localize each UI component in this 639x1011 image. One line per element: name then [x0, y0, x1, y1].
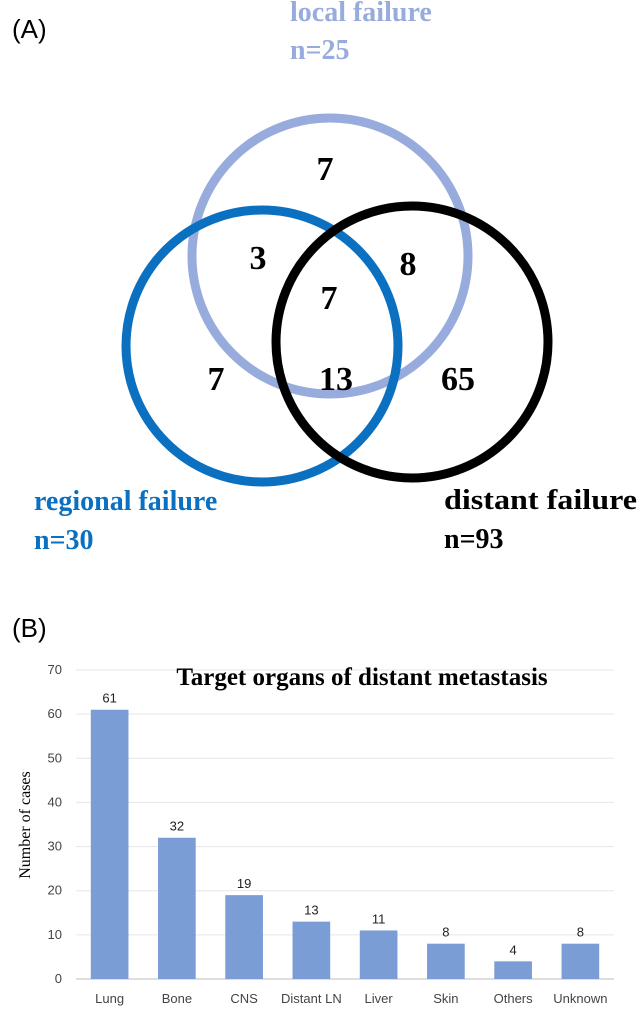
category-label: Distant LN [281, 991, 342, 1006]
local-failure-n: n=25 [290, 35, 350, 66]
bar [90, 709, 129, 979]
bar [158, 837, 196, 979]
chart-title: Target organs of distant metastasis [176, 664, 548, 691]
data-label: 13 [304, 903, 318, 918]
y-tick-label: 70 [48, 662, 62, 677]
y-tick-labels: 0 10 20 30 40 50 60 70 [48, 662, 62, 986]
category-label: Others [494, 991, 534, 1006]
data-label: 11 [372, 911, 386, 926]
bar [427, 943, 465, 979]
panel-a-letter: (A) [12, 14, 47, 44]
venn-diagram: local failure n=25 regional failure n=30… [34, 0, 637, 556]
y-tick-label: 60 [48, 706, 62, 721]
bars [90, 709, 600, 979]
category-label: CNS [230, 991, 258, 1006]
y-tick-label: 40 [48, 794, 62, 809]
data-label: 61 [102, 691, 116, 706]
y-tick-label: 10 [48, 927, 62, 942]
category-labels: Lung Bone CNS Distant LN Liver Skin Others Unkn… [95, 991, 607, 1006]
count-local-only: 7 [317, 151, 334, 188]
category-label: Bone [162, 991, 192, 1006]
data-label: 32 [170, 819, 184, 834]
data-label: 8 [577, 925, 584, 940]
data-labels: 61 32 19 13 11 8 4 8 [102, 691, 584, 958]
distant-failure-n: n=93 [444, 524, 504, 555]
count-local-regional: 3 [250, 240, 267, 277]
bar [359, 930, 398, 979]
data-label: 4 [510, 942, 517, 957]
regional-failure-n: n=30 [34, 525, 94, 556]
y-tick-label: 20 [48, 883, 62, 898]
y-tick-label: 50 [48, 750, 62, 765]
panel-b-letter: (B) [12, 613, 47, 643]
bar [561, 943, 600, 979]
count-distant-only: 65 [441, 361, 475, 398]
gridlines [76, 669, 614, 980]
venn-circle-distant [271, 201, 553, 483]
local-failure-label: local failure [290, 0, 432, 28]
y-tick-label: 30 [48, 839, 62, 854]
y-tick-label: 0 [55, 971, 62, 986]
bar [494, 961, 532, 979]
bar [292, 921, 331, 979]
category-label: Liver [365, 991, 394, 1006]
y-axis-label: Number of cases [17, 771, 34, 879]
category-label: Skin [433, 991, 458, 1006]
category-label: Unknown [553, 991, 607, 1006]
venn-circle-local [187, 113, 473, 399]
venn-circle-regional [121, 205, 403, 487]
data-label: 19 [237, 876, 251, 891]
bar-chart: 0 10 20 30 40 50 60 70 61 32 19 13 11 8 4 8 Lung Bone CN… [17, 662, 614, 1006]
count-regional-only: 7 [208, 361, 225, 398]
regional-failure-label: regional failure [34, 486, 217, 517]
distant-failure-label: distant failure [444, 485, 637, 516]
bar [225, 895, 263, 979]
count-all-three: 7 [321, 280, 338, 317]
data-label: 8 [442, 925, 449, 940]
count-regional-distant: 13 [319, 361, 353, 398]
count-local-distant: 8 [400, 246, 417, 283]
category-label: Lung [95, 991, 124, 1006]
